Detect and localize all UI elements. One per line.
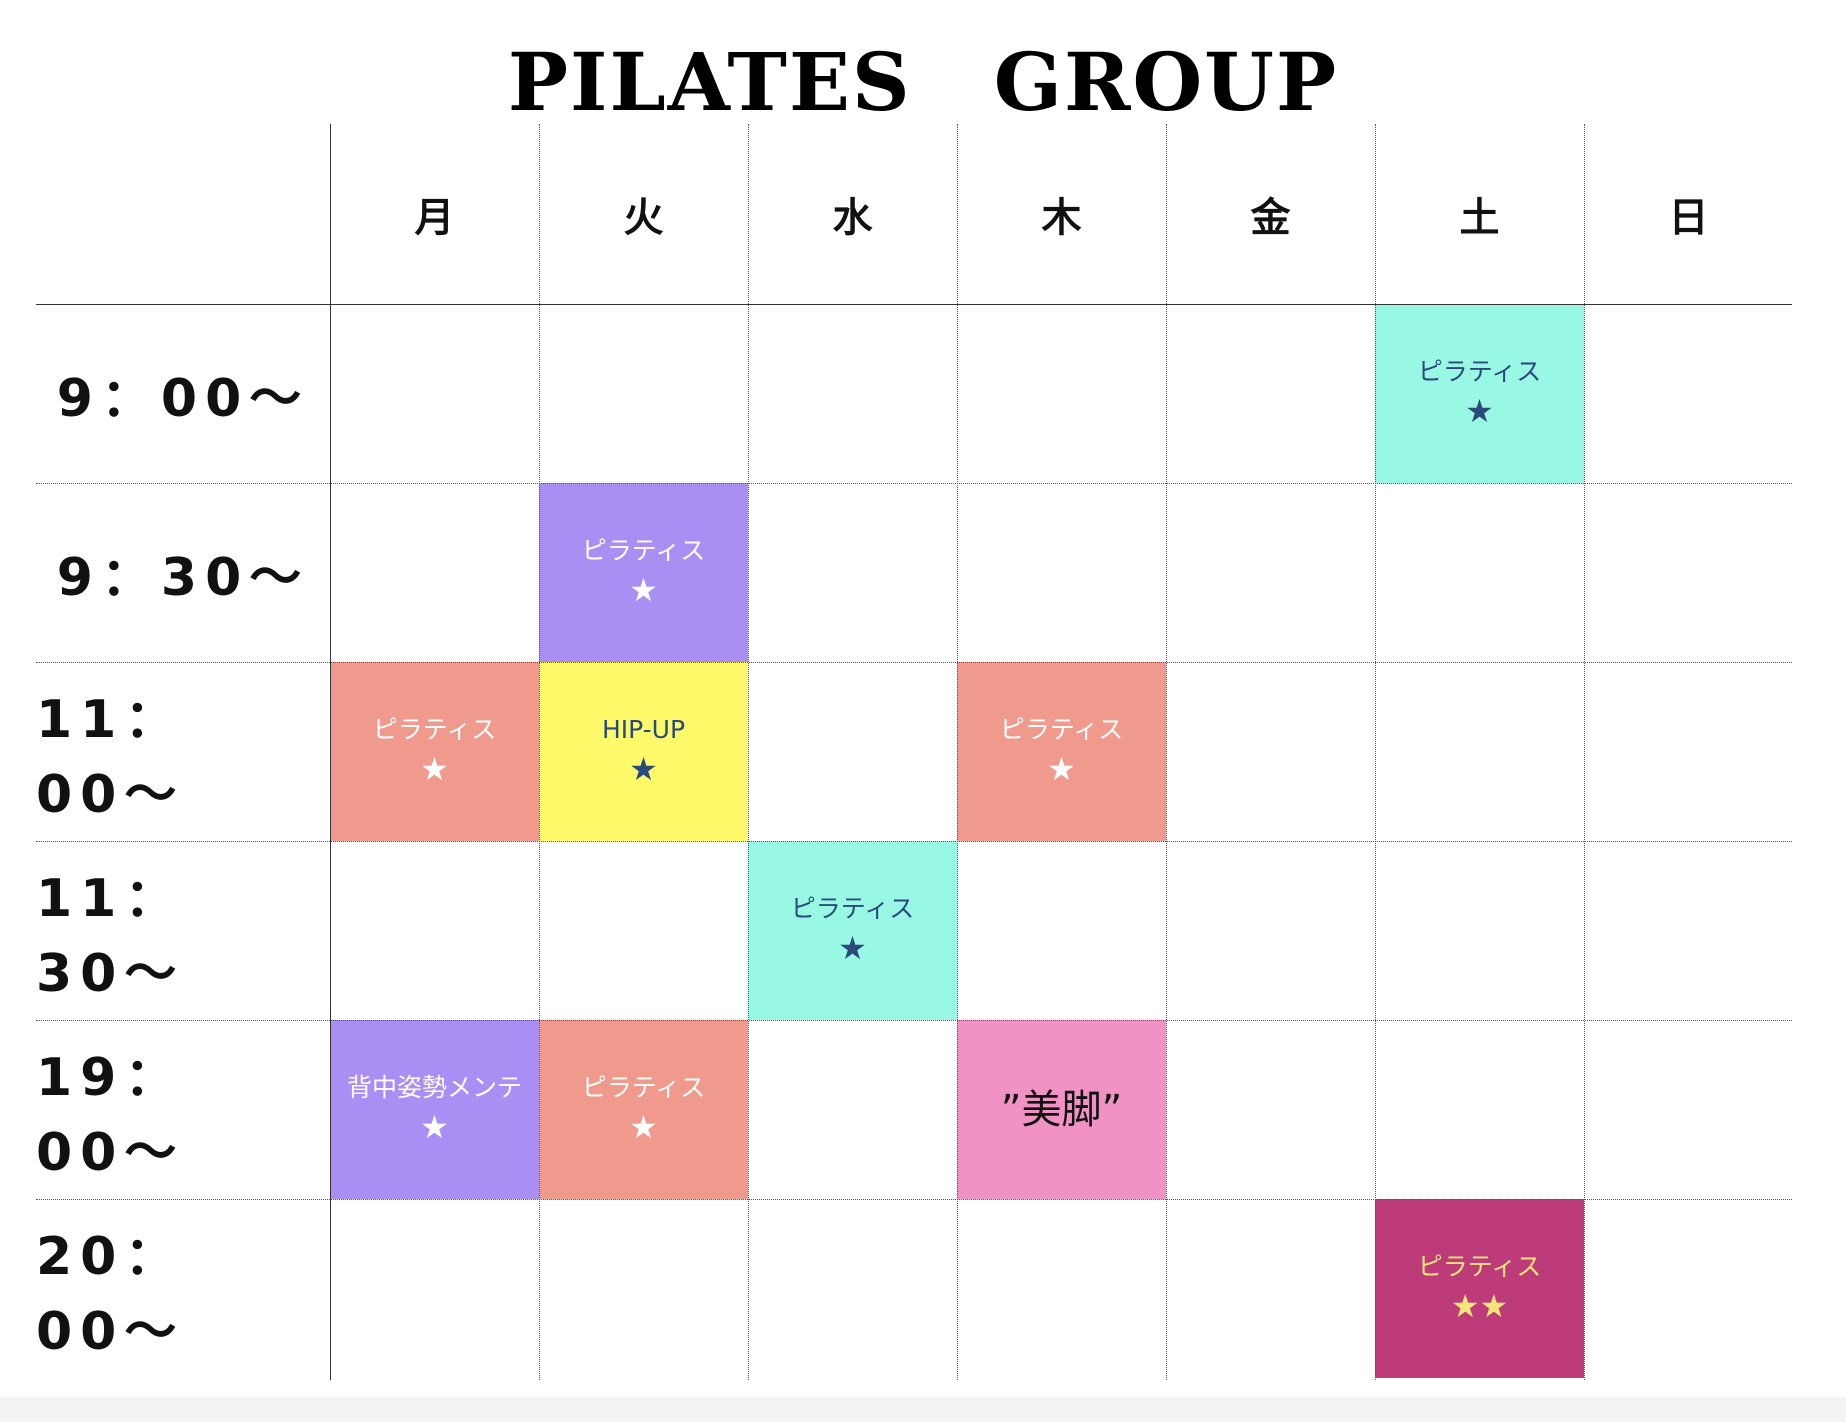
star-icon: ★ [420,1107,449,1146]
class-name: ”美脚” [1000,1086,1123,1133]
row-divider [36,483,1792,484]
star-icon: ★ [838,928,867,967]
day-header: 月 [414,195,455,241]
day-header: 木 [1041,195,1082,241]
day-header: 火 [623,195,664,241]
class-cell: ”美脚” [957,1020,1166,1199]
row-divider [36,1199,1792,1200]
row-divider [36,841,1792,842]
star-icon: ★ [1047,749,1076,788]
star-icon: ★ [420,749,449,788]
column-divider [539,124,540,1380]
class-name: ピラティス [581,535,706,565]
class-name: ピラティス [999,714,1124,744]
class-cell: 背中姿勢メンテ ★ [330,1020,539,1199]
class-cell: ピラティス ★ [748,841,957,1020]
row-divider [36,304,1792,305]
column-divider [957,124,958,1380]
time-label: 11：30〜 [36,868,185,1004]
column-divider [748,124,749,1380]
class-cell: ピラティス ★ [539,1020,748,1199]
day-header: 水 [832,195,873,241]
time-label: 9：00〜 [56,369,310,429]
schedule-grid: ピラティス ★ ピラティス ★ ピラティス ★ HIP-UP ★ ピラティス ★ ピラティス ★ 背中姿… [36,124,1792,1380]
time-label: 11：00〜 [36,689,185,825]
star-icon: ★★ [1450,1286,1509,1325]
class-name: 背中姿勢メンテ [346,1072,522,1102]
column-divider [1375,124,1376,1380]
class-name: HIP-UP [601,714,686,744]
star-icon: ★ [629,570,658,609]
class-cell: HIP-UP ★ [539,662,748,841]
class-cell: ピラティス ★ [539,483,748,662]
time-label: 20：00〜 [36,1226,185,1362]
class-cell: ピラティス ★ [957,662,1166,841]
day-header: 日 [1668,195,1709,241]
class-cell: ピラティス ★ [330,662,539,841]
class-name: ピラティス [1417,1251,1542,1281]
row-divider [36,662,1792,663]
day-header: 土 [1459,195,1500,241]
class-name: ピラティス [790,893,915,923]
column-divider [330,124,331,1380]
page-title: PILATES GROUP [507,35,1339,129]
day-header: 金 [1250,195,1291,241]
bottom-scrollbar-area [0,1397,1846,1422]
class-name: ピラティス [1417,356,1542,386]
star-icon: ★ [629,1107,658,1146]
class-name: ピラティス [581,1072,706,1102]
column-divider [1584,124,1585,1380]
time-label: 9：30〜 [56,548,310,608]
time-label: 19：00〜 [36,1047,185,1183]
star-icon: ★ [1465,391,1494,430]
class-name: ピラティス [372,714,497,744]
column-divider [1166,124,1167,1380]
class-cell: ピラティス ★★ [1375,1199,1584,1378]
star-icon: ★ [629,749,658,788]
row-divider [36,1020,1792,1021]
class-cell: ピラティス ★ [1375,304,1584,483]
